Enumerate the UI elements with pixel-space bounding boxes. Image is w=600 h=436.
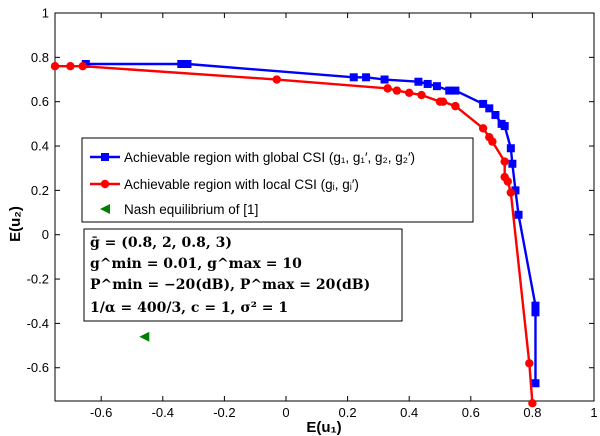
y-tick-label: -0.6 [27, 360, 49, 375]
legend-label: Achievable region with global CSI (g₁, g… [124, 150, 415, 165]
data-point [383, 84, 392, 93]
data-point [66, 62, 75, 71]
series-line [85, 62, 537, 384]
annotation-line: P^min = −20(dB), P^max = 20(dB) [90, 277, 370, 293]
y-tick-label: 0.6 [31, 94, 49, 109]
data-point [349, 73, 358, 82]
x-tick-label: 0 [282, 405, 289, 420]
data-point [380, 75, 389, 84]
y-tick-label: 1 [42, 6, 49, 21]
data-point [531, 379, 540, 388]
legend-marker [100, 179, 110, 189]
data-point [50, 62, 60, 71]
data-point [362, 73, 371, 82]
annotation-line: ḡ = (0.8, 2, 0.8, 3) [90, 235, 232, 251]
x-tick-label: 0.6 [462, 405, 480, 420]
data-point [500, 122, 509, 131]
data-point [479, 99, 488, 108]
data-point [272, 75, 281, 84]
y-tick-label: -0.2 [27, 272, 49, 287]
x-tick-label: -0.4 [152, 405, 174, 420]
data-point [478, 124, 488, 133]
data-point [511, 186, 520, 195]
y-tick-label: -0.4 [27, 316, 49, 331]
tick-labels: -0.6 -0.4 -0.2 0 0.2 0.4 0.6 0.8 1 -0.6 -0.4 -0.2 0 0… [27, 6, 598, 421]
y-tick-label: 0.2 [31, 183, 49, 198]
annotation-line: g^min = 0.01, g^max = 10 [90, 256, 302, 272]
y-tick-label: 0.8 [31, 50, 49, 65]
y-tick-label: 0.4 [31, 139, 49, 154]
data-point [500, 157, 509, 166]
axes [54, 12, 595, 402]
data-point [432, 82, 441, 91]
x-tick-label: 0.4 [400, 405, 418, 420]
data-point [508, 159, 517, 168]
data-point [506, 188, 516, 197]
x-tick-label: 1 [590, 405, 597, 420]
data-point [183, 59, 192, 68]
data-point [445, 86, 454, 95]
legend-label: Achievable region with local CSI (gᵢ, gᵢ… [124, 177, 359, 192]
data-point [451, 86, 460, 95]
x-tick-label: -0.6 [90, 405, 112, 420]
x-axis-label: E(u₁) [306, 419, 341, 436]
data-point [503, 177, 512, 186]
legend-label: Nash equilibrium of [1] [124, 202, 258, 217]
data-point [488, 137, 497, 146]
data-point [139, 331, 150, 342]
data-point [451, 101, 460, 111]
data-point [531, 308, 540, 317]
y-axis-label: E(u₂) [7, 206, 24, 242]
data-point [514, 210, 523, 219]
data-point [485, 104, 494, 113]
data-point [414, 77, 423, 86]
data-point [525, 359, 534, 368]
data-point [177, 59, 186, 68]
x-tick-label: 0.2 [339, 405, 357, 420]
data-point [531, 301, 540, 310]
data-point [438, 97, 448, 106]
legend-marker [101, 153, 109, 161]
data-point [423, 79, 432, 88]
y-tick-label: 0 [42, 227, 49, 242]
data-point [392, 86, 402, 95]
data-point [506, 144, 515, 153]
data-point [491, 110, 500, 119]
data-point [528, 399, 537, 408]
data-point [417, 90, 426, 100]
x-tick-label: -0.2 [213, 405, 235, 420]
parameter-annotation: ḡ = (0.8, 2, 0.8, 3) g^min = 0.01, g^ma… [83, 228, 403, 322]
data-point [78, 62, 87, 71]
series-layer [50, 59, 540, 408]
annotation-line: 1/α = 400/3, c = 1, σ² = 1 [90, 300, 288, 316]
legend-marker [100, 204, 110, 214]
x-tick-label: 0.8 [523, 405, 541, 420]
data-point [405, 88, 414, 98]
plot-frame [54, 12, 595, 402]
legend: Achievable region with global CSI (g₁, g… [81, 137, 474, 223]
